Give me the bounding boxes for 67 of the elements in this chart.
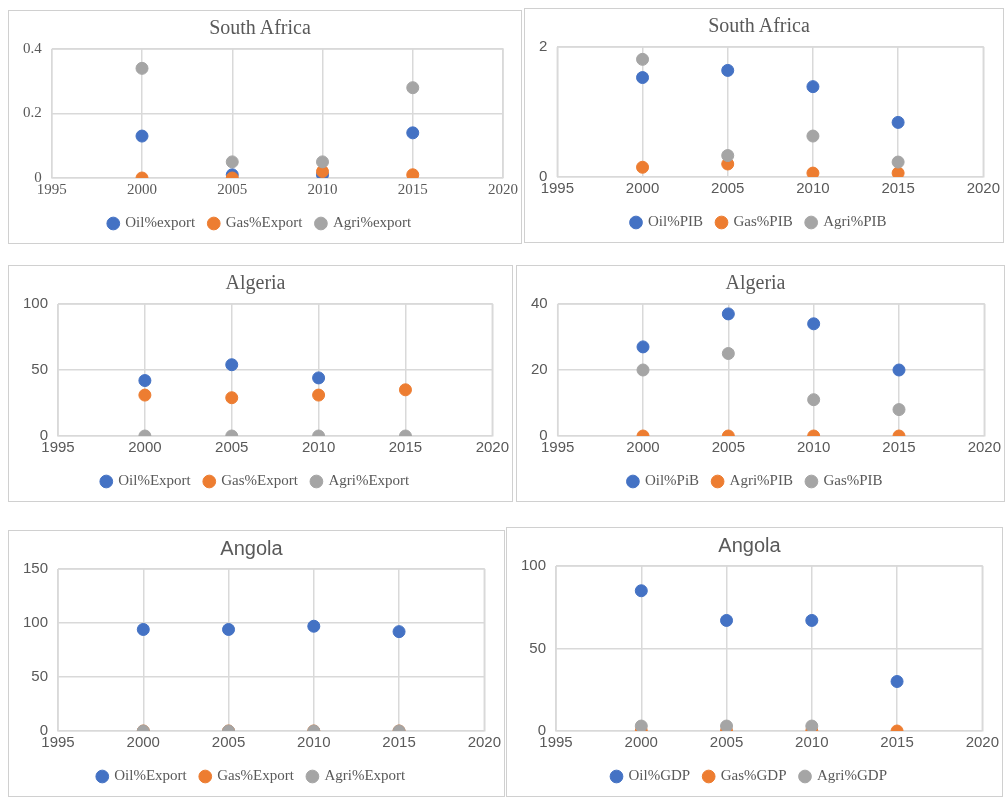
y-tick-label: 40	[531, 294, 548, 312]
x-tick-label: 2020	[488, 180, 518, 197]
y-tick-label: 150	[23, 559, 49, 577]
x-tick-label: 2005	[711, 179, 745, 197]
y-tick-label: 50	[529, 638, 547, 656]
x-tick-label: 2010	[297, 733, 331, 751]
legend-label: Gas%Export	[217, 767, 295, 784]
chart-title: Angola	[220, 536, 284, 559]
y-tick-label: 50	[31, 360, 49, 378]
x-tick-label: 2010	[301, 438, 336, 456]
x-tick-label: 2010	[796, 438, 831, 456]
legend-label: Agri%Export	[324, 767, 407, 784]
y-tick-label: 0	[34, 168, 42, 185]
x-tick-label: 2015	[388, 438, 423, 456]
legend-label: Oil%GDP	[628, 767, 691, 784]
x-tick-label: 2005	[711, 438, 746, 456]
y-tick-label: 100	[23, 294, 49, 312]
legend-label: Agri%GDP	[817, 767, 887, 784]
legend-label: Gas%GDP	[720, 767, 787, 784]
chart-title: Algeria	[225, 271, 286, 295]
x-tick-label: 2015	[880, 733, 914, 751]
x-tick-label: 2000	[625, 179, 660, 197]
y-tick-label: 100	[521, 556, 547, 574]
x-tick-label: 2000	[128, 438, 162, 456]
x-tick-label: 2020	[467, 733, 501, 751]
y-tick-label: 100	[23, 613, 49, 631]
y-tick-label: 0.2	[23, 104, 42, 121]
x-tick-label: 2020	[967, 438, 1001, 456]
x-tick-label: 2015	[397, 180, 428, 197]
x-tick-label: 2020	[475, 438, 509, 456]
legend-label: Gas%PIB	[733, 213, 793, 230]
x-tick-label: 2000	[126, 733, 160, 751]
chart-title: South Africa	[708, 14, 810, 37]
y-tick-label: 50	[31, 667, 49, 685]
x-tick-label: 2005	[211, 733, 246, 751]
y-tick-label: 2	[539, 37, 548, 55]
x-tick-label: 2005	[217, 180, 248, 197]
legend-label: Agri%PIB	[729, 472, 793, 489]
x-tick-label: 2015	[882, 438, 916, 456]
legend-label: Gas%Export	[221, 472, 299, 489]
legend-label: Agri%export	[332, 214, 413, 231]
x-tick-label: 2000	[624, 733, 658, 751]
x-tick-label: 2000	[127, 180, 157, 197]
x-tick-label: 2005	[709, 733, 744, 751]
legend-label: Oil%export	[125, 214, 197, 231]
x-tick-label: 2015	[881, 179, 915, 197]
x-tick-label: 2010	[796, 179, 830, 197]
x-tick-label: 2020	[965, 733, 999, 751]
legend-label: Agri%PIB	[823, 213, 887, 230]
chart-title: Angola	[718, 533, 782, 556]
x-tick-label: 2005	[215, 438, 249, 456]
chart-title: South Africa	[209, 16, 311, 39]
chart-title: Algeria	[725, 271, 786, 295]
y-tick-label: 0.4	[23, 39, 43, 56]
legend-label: Oil%Export	[118, 472, 192, 489]
legend-label: Gas%Export	[225, 214, 304, 231]
legend-label: Oil%PIB	[648, 213, 704, 230]
x-tick-label: 2010	[307, 180, 338, 197]
legend-label: Agri%Export	[328, 472, 411, 489]
x-tick-label: 2010	[795, 733, 829, 751]
legend-label: Gas%PIB	[823, 472, 883, 489]
legend-label: Oil%PiB	[644, 472, 700, 489]
x-tick-label: 2015	[382, 733, 416, 751]
x-tick-label: 2000	[626, 438, 660, 456]
legend-label: Oil%Export	[114, 767, 188, 784]
x-tick-label: 2020	[966, 179, 1000, 197]
y-tick-label: 20	[531, 360, 548, 378]
